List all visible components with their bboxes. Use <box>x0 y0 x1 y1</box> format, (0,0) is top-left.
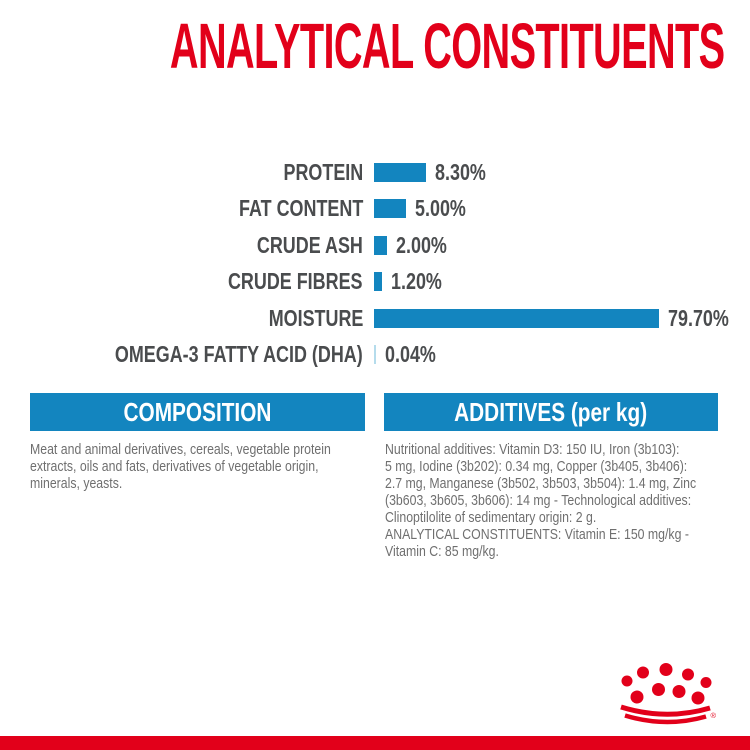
chart-value-label: 0.04% <box>385 341 436 368</box>
chart-bar <box>374 235 387 255</box>
composition-section-header: COMPOSITION <box>30 393 365 431</box>
chart-category-label: FAT CONTENT <box>238 195 363 222</box>
chart-value-label: 2.00% <box>395 231 447 258</box>
chart-row: FAT CONTENT 5.00% <box>0 191 750 228</box>
chart-value-label: 8.30% <box>435 158 487 185</box>
chart-bar <box>374 345 376 365</box>
page-title: ANALYTICAL CONSTITUENTS <box>0 14 750 78</box>
crown-bands <box>620 704 711 725</box>
royal-canin-crown-logo-icon: ® <box>620 663 717 725</box>
composition-body-text: Meat and animal derivatives, cereals, ve… <box>30 441 331 492</box>
chart-bar <box>374 162 427 182</box>
crown-dots <box>621 663 712 705</box>
chart-category-label: CRUDE ASH <box>257 231 363 258</box>
chart-category-label: CRUDE FIBRES <box>228 268 363 295</box>
chart-row: CRUDE FIBRES 1.20% <box>0 264 750 301</box>
footer-red-bar <box>0 736 750 750</box>
chart-category-label: MOISTURE <box>268 304 363 331</box>
chart-bar <box>374 308 659 328</box>
chart-row: OMEGA-3 FATTY ACID (DHA) 0.04% <box>0 337 750 374</box>
chart-category-label: PROTEIN <box>283 158 363 185</box>
registered-trademark-icon: ® <box>711 711 717 720</box>
additives-body-text: Nutritional additives: Vitamin D3: 150 I… <box>385 441 697 560</box>
page-title-text: ANALYTICAL CONSTITUENTS <box>169 10 725 82</box>
chart-value-label: 79.70% <box>668 304 729 331</box>
chart-row: CRUDE ASH 2.00% <box>0 227 750 264</box>
additives-section-header: ADDITIVES (per kg) <box>384 393 718 431</box>
chart-value-label: 5.00% <box>414 195 466 222</box>
analytical-constituents-chart: PROTEIN 8.30% FAT CONTENT 5.00% CRUDE AS… <box>0 154 750 373</box>
chart-row: MOISTURE 79.70% <box>0 300 750 337</box>
chart-bar <box>374 199 406 219</box>
chart-category-label: OMEGA-3 FATTY ACID (DHA) <box>115 341 363 368</box>
chart-bar <box>374 272 382 292</box>
chart-row: PROTEIN 8.30% <box>0 154 750 191</box>
composition-header-text: COMPOSITION <box>123 396 272 427</box>
chart-value-label: 1.20% <box>390 268 442 295</box>
additives-header-text: ADDITIVES (per kg) <box>454 396 648 427</box>
